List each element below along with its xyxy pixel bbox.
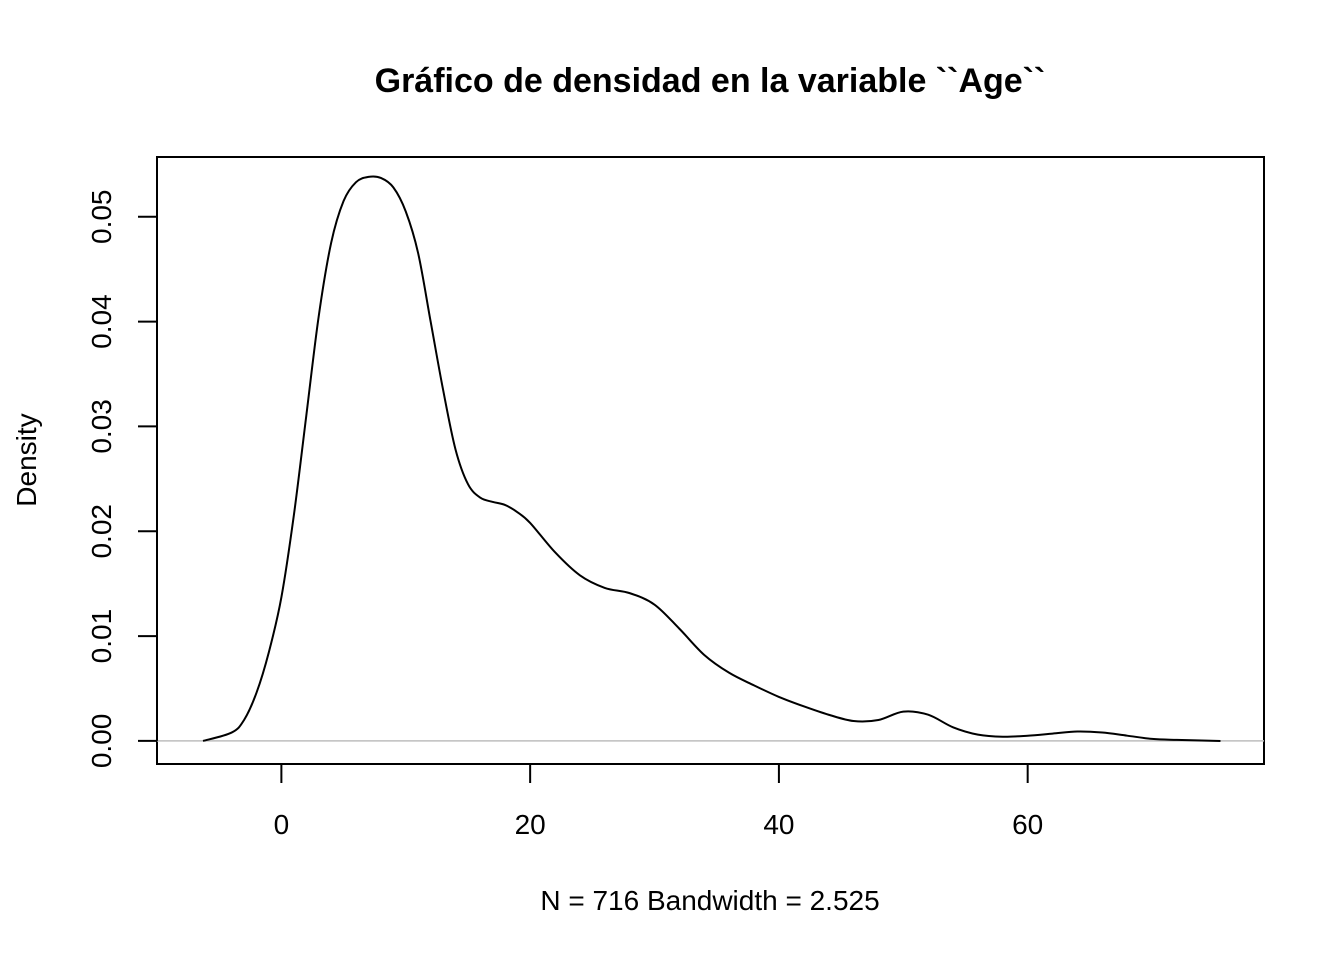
y-tick-label: 0.05	[86, 190, 117, 245]
chart-title: Gráfico de densidad en la variable ``Age…	[375, 62, 1046, 100]
y-tick-label: 0.02	[86, 504, 117, 559]
x-tick-label: 0	[274, 809, 290, 840]
x-axis: 0 20 40 60	[274, 763, 1043, 840]
y-axis-label: Density	[11, 413, 42, 506]
x-tick-label: 20	[515, 809, 546, 840]
y-tick-label: 0.03	[86, 399, 117, 454]
x-tick-label: 40	[763, 809, 794, 840]
x-axis-label: N = 716 Bandwidth = 2.525	[540, 885, 879, 916]
y-tick-label: 0.01	[86, 609, 117, 664]
density-curve	[202, 175, 1221, 742]
x-tick-label: 60	[1012, 809, 1043, 840]
plot-frame	[156, 156, 1265, 765]
y-tick-label: 0.00	[86, 714, 117, 769]
y-tick-label: 0.04	[86, 294, 117, 349]
y-axis: 0.00 0.01 0.02 0.03 0.04 0.05	[86, 190, 158, 769]
